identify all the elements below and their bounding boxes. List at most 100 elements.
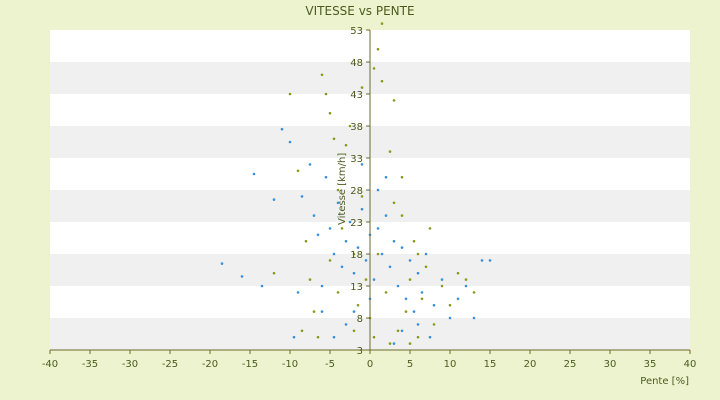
data-point bbox=[400, 246, 404, 249]
data-point bbox=[464, 284, 468, 288]
y-tick-label: 43 bbox=[350, 90, 363, 101]
x-tick-labels: -40 -35 -30 -25 -20 -15 -10 -5 0 5 10 15 20 25 30 35 40 bbox=[42, 350, 696, 370]
data-point bbox=[296, 169, 300, 173]
data-point bbox=[360, 207, 364, 211]
x-tick-label: 5 bbox=[407, 359, 413, 370]
x-axis-label: Pente [%] bbox=[640, 376, 689, 387]
data-point bbox=[376, 47, 380, 51]
data-point bbox=[388, 265, 392, 269]
data-point bbox=[364, 278, 368, 281]
data-point bbox=[316, 335, 320, 339]
data-point bbox=[360, 195, 364, 198]
data-point bbox=[340, 265, 344, 269]
y-tick-label: 28 bbox=[350, 186, 363, 197]
y-tick-labels: 53 48 43 38 33 28 23 18 13 8 3 bbox=[350, 26, 370, 357]
data-point bbox=[328, 111, 332, 115]
data-point bbox=[456, 271, 460, 275]
data-point bbox=[396, 284, 400, 288]
data-point bbox=[360, 163, 364, 166]
data-point bbox=[416, 271, 420, 275]
data-point bbox=[488, 259, 492, 262]
x-tick-label: -20 bbox=[202, 359, 218, 370]
data-point bbox=[440, 284, 444, 288]
data-point bbox=[356, 246, 360, 249]
x-tick-label: -10 bbox=[282, 359, 298, 370]
chart-title: VITESSE vs PENTE bbox=[305, 4, 414, 18]
data-point bbox=[376, 252, 380, 256]
data-point bbox=[272, 198, 276, 201]
data-point bbox=[324, 175, 328, 179]
data-point bbox=[412, 239, 416, 243]
data-point bbox=[388, 342, 392, 345]
data-point bbox=[396, 329, 400, 333]
x-tick-label: -30 bbox=[122, 359, 138, 370]
data-point bbox=[448, 303, 452, 307]
y-tick-label: 8 bbox=[357, 314, 363, 325]
data-point bbox=[352, 271, 356, 275]
data-point bbox=[344, 239, 348, 243]
y-tick-label: 38 bbox=[350, 122, 363, 133]
data-point bbox=[328, 259, 332, 262]
data-point bbox=[220, 262, 224, 265]
data-point bbox=[364, 259, 368, 262]
data-point bbox=[380, 252, 384, 256]
data-point bbox=[400, 175, 404, 179]
data-point bbox=[408, 259, 412, 262]
data-point bbox=[300, 329, 304, 333]
data-point bbox=[416, 335, 420, 339]
data-point bbox=[404, 297, 408, 301]
data-point bbox=[352, 252, 356, 256]
data-point bbox=[240, 275, 244, 278]
data-point bbox=[324, 92, 328, 96]
data-point bbox=[312, 214, 316, 217]
data-point bbox=[424, 252, 428, 256]
data-point bbox=[340, 227, 344, 230]
data-point bbox=[400, 214, 404, 217]
data-point bbox=[344, 143, 348, 147]
data-point bbox=[280, 127, 284, 131]
data-point bbox=[352, 329, 356, 333]
data-point bbox=[300, 195, 304, 198]
data-point bbox=[464, 278, 468, 281]
data-point bbox=[424, 265, 428, 269]
data-point bbox=[416, 252, 420, 256]
data-point bbox=[360, 86, 364, 89]
data-point bbox=[472, 291, 476, 294]
data-point bbox=[292, 335, 296, 339]
data-point bbox=[392, 342, 396, 345]
data-point bbox=[384, 291, 388, 294]
y-tick-label: 33 bbox=[350, 154, 363, 165]
data-point bbox=[336, 291, 340, 294]
data-point bbox=[336, 201, 340, 205]
data-point bbox=[404, 310, 408, 313]
data-point bbox=[456, 297, 460, 301]
y-tick-label: 23 bbox=[350, 218, 363, 229]
data-point bbox=[296, 291, 300, 294]
data-point bbox=[308, 163, 312, 166]
data-point bbox=[416, 323, 420, 326]
data-point bbox=[332, 335, 336, 339]
data-point bbox=[432, 303, 436, 307]
x-tick-label: 10 bbox=[444, 359, 457, 370]
x-tick-label: -25 bbox=[162, 359, 178, 370]
x-tick-label: -5 bbox=[325, 359, 335, 370]
data-point bbox=[380, 79, 384, 83]
x-tick-label: -35 bbox=[82, 359, 98, 370]
data-point bbox=[372, 67, 376, 70]
data-point bbox=[332, 252, 336, 256]
x-tick-label: 20 bbox=[524, 359, 537, 370]
x-tick-label: 35 bbox=[644, 359, 657, 370]
data-point bbox=[344, 323, 348, 326]
data-point bbox=[316, 233, 320, 237]
data-point bbox=[384, 214, 388, 217]
data-point bbox=[400, 329, 404, 333]
data-point bbox=[320, 73, 324, 77]
data-point bbox=[356, 303, 360, 307]
data-point bbox=[420, 297, 424, 301]
x-tick-label: 15 bbox=[484, 359, 497, 370]
data-point bbox=[320, 310, 324, 313]
data-point bbox=[252, 172, 256, 176]
data-point bbox=[380, 22, 384, 25]
y-tick-label: 13 bbox=[350, 282, 363, 293]
data-point bbox=[332, 137, 336, 141]
